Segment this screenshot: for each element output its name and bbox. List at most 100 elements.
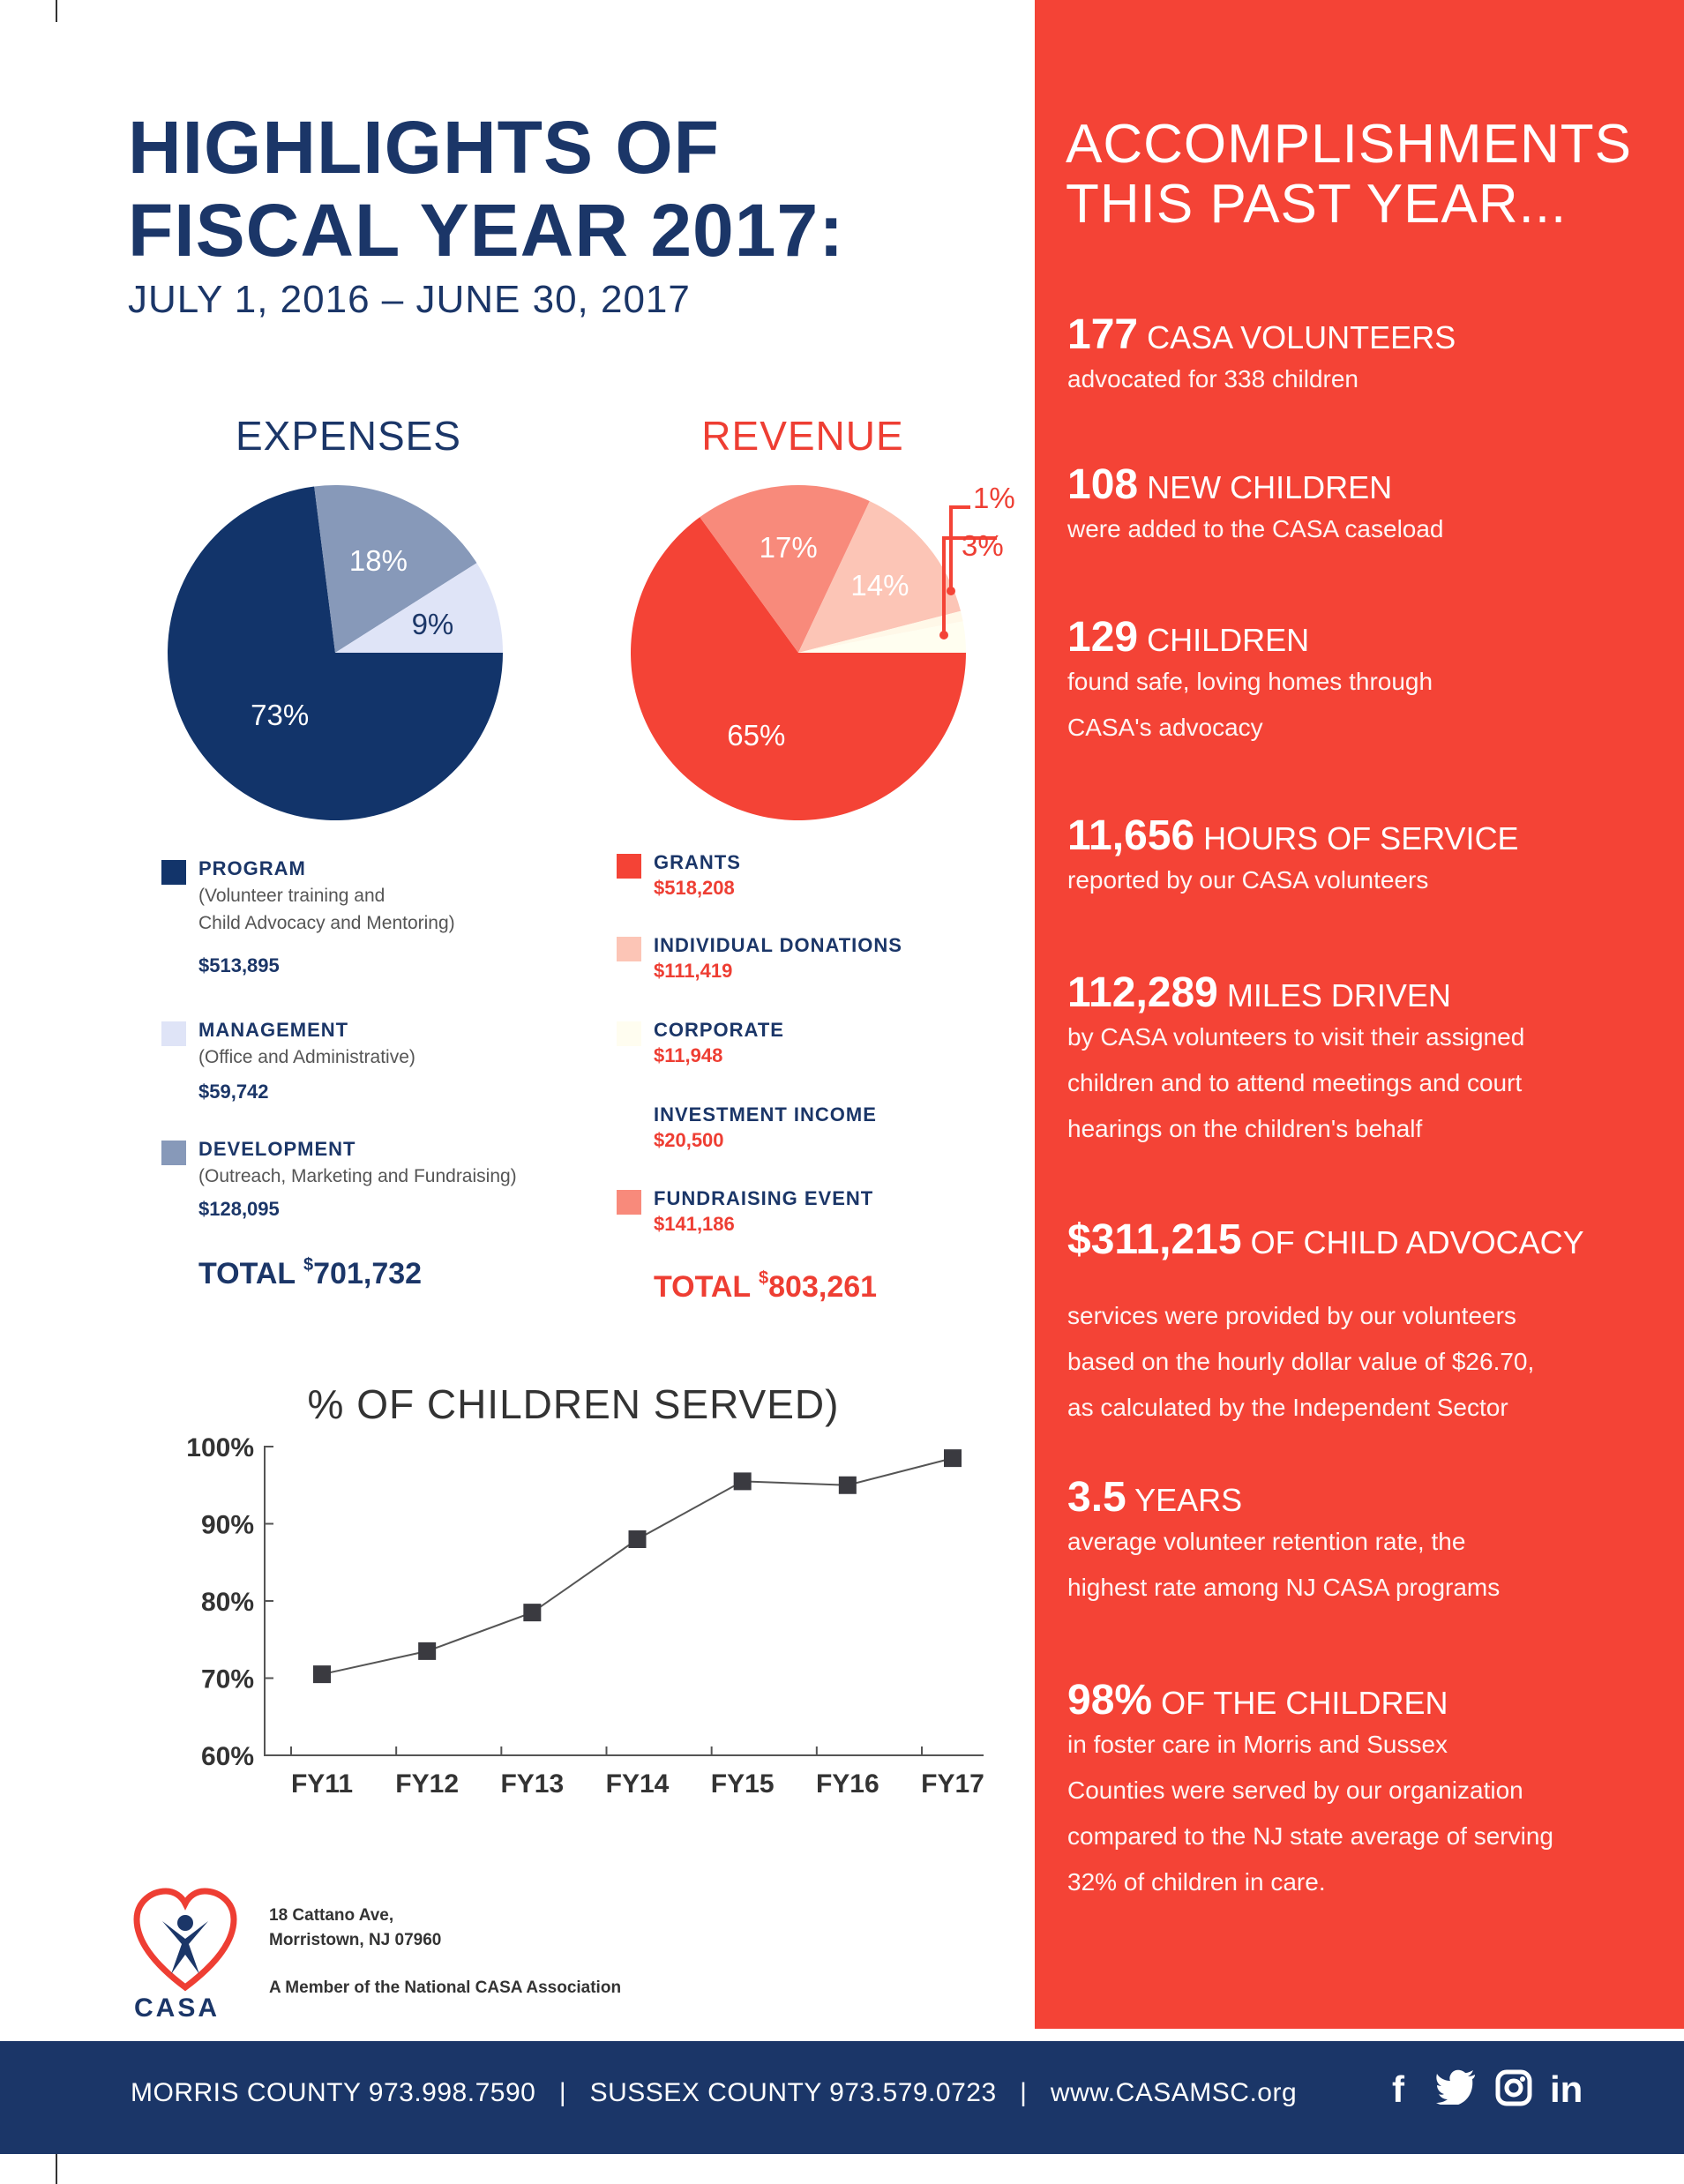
member-note: A Member of the National CASA Associatio… [269,1978,622,1997]
expenses-pie [168,485,503,820]
linkedin-icon[interactable]: in [1550,2068,1583,2110]
legend-grants-value: $518,208 [654,877,735,899]
chart-axes [264,1446,984,1756]
x-tick-label: FY11 [291,1769,353,1799]
legend-fundraising-event-label: FUNDRAISING EVENT [654,1187,874,1209]
legend-swatch-program [161,860,186,885]
legend-fundraising-event-value: $141,186 [654,1213,735,1235]
data-point-fy12 [418,1642,437,1660]
stat-description: found safe, loving homes through CASA's a… [1067,668,1433,741]
title-line-1: HIGHLIGHTS OF [128,106,720,189]
stat-description: by CASA volunteers to visit their assign… [1067,1023,1525,1142]
address-block: 18 Cattano Ave, Morristown, NJ 07960 [269,1904,441,1953]
legend-investment-income-label: INVESTMENT INCOME [654,1103,877,1126]
stat-description: services were provided by our volunteers… [1067,1302,1535,1421]
stat-description: reported by our CASA volunteers [1067,866,1429,894]
legend-corporate-value: $11,948 [654,1044,723,1066]
title-line-2: FISCAL YEAR 2017: [128,189,845,272]
legend-program-desc: (Volunteer training and Child Advocacy a… [198,886,455,933]
stat-description: advocated for 338 children [1067,365,1358,393]
pie-label-program: 73% [251,699,310,732]
revenue-pie [631,485,966,820]
page-title: HIGHLIGHTS OF FISCAL YEAR 2017: [128,106,1010,272]
revenue-total: TOTAL $803,261 [654,1268,878,1304]
data-point-fy13 [523,1604,542,1622]
data-point-fy11 [313,1665,331,1684]
expenses-title: EXPENSES [236,413,461,459]
legend-swatch-corporate [617,1021,641,1046]
casa-logo [133,1888,237,1992]
footer-contact: MORRIS COUNTY 973.998.7590 | SUSSEX COUN… [131,2078,1298,2107]
y-tick-label: 90% [201,1511,254,1540]
legend-development-desc: (Outreach, Marketing and Fundraising) [198,1166,517,1186]
stat-heading: 11,656 HOURS OF SERVICE [1067,812,1519,859]
children-served-line-chart: 60% 70% 80% 90% 100% FY11 FY12 FY13 FY14 FY15 FY16… [186,1433,984,1799]
pie-slice-corporate [798,610,963,653]
pie-label-development: 18% [348,543,408,577]
legend-development-label: DEVELOPMENT [198,1138,356,1160]
legend-corporate-label: CORPORATE [654,1019,784,1041]
y-tick-label: 80% [201,1588,254,1617]
revenue-callout-lines [939,505,997,639]
expenses-total: TOTAL $701,732 [198,1255,423,1290]
stat-heading: 112,289 MILES DRIVEN [1067,969,1451,1016]
legend-grants-label: GRANTS [654,851,741,873]
pie-label-management: 9% [411,607,454,640]
legend-management-label: MANAGEMENT [198,1019,349,1041]
legend-investment-income-value: $20,500 [654,1129,724,1151]
pie-slice-fundraising-event [700,485,870,653]
twitter-icon[interactable] [1436,2069,1477,2105]
line-chart-title: % OF CHILDREN SERVED) [307,1381,840,1427]
legend-program-value: $513,895 [198,954,280,976]
legend-management-desc: (Office and Administrative) [198,1047,415,1067]
y-tick-label: 60% [201,1742,254,1771]
pie-slice-program [168,486,503,820]
x-tick-label: FY17 [921,1769,984,1799]
footer-bar [0,2041,1684,2154]
stat-description: were added to the CASA caseload [1067,515,1444,542]
data-point-fy14 [628,1530,647,1548]
stat-heading: 98% OF THE CHILDREN [1067,1677,1448,1724]
legend-swatch-fundraising-event [617,1190,641,1215]
stat-heading: 108 NEW CHILDREN [1067,461,1393,508]
data-point-fy15 [733,1472,752,1491]
stat-heading: 3.5 YEARS [1067,1474,1243,1521]
revenue-callout-3pct: 3% [962,529,1004,562]
revenue-title: REVENUE [701,413,904,459]
legend-program-label: PROGRAM [198,857,306,879]
y-tick-label: 70% [201,1665,254,1694]
x-tick-label: FY12 [395,1769,459,1799]
revenue-callout-1pct: 1% [973,482,1015,514]
data-point-fy17 [944,1449,962,1468]
x-tick-label: FY14 [606,1769,670,1799]
series-line [321,1457,954,1676]
pie-label-individual-donations: 14% [850,568,909,602]
pie-label-grants: 65% [727,718,786,752]
facebook-icon[interactable]: f [1392,2068,1404,2110]
pie-slice-individual-donations [798,501,962,653]
instagram-icon[interactable] [1495,2069,1532,2106]
accomplishments-panel [1035,0,1684,2029]
pie-slice-management [335,563,503,653]
stat-heading: 129 CHILDREN [1067,614,1310,661]
stat-heading: $311,215 OF CHILD ADVOCACY [1067,1216,1584,1263]
pie-slice-development [314,485,477,653]
legend-swatch-development [161,1141,186,1165]
casa-logo-text: CASA [134,1993,221,2023]
stat-heading: 177 CASA VOLUNTEERS [1067,311,1456,358]
y-tick-label: 100% [186,1433,254,1462]
legend-individual-donations-value: $111,419 [654,960,733,982]
crop-mark [56,0,57,22]
x-tick-label: FY16 [816,1769,879,1799]
pie-slice-grants [631,517,966,820]
legend-management-value: $59,742 [198,1081,269,1103]
pie-slice-investment-income [798,621,966,653]
stat-description: average volunteer retention rate, the hig… [1067,1528,1501,1601]
legend-swatch-grants [617,854,641,879]
legend-swatch-individual-donations [617,937,641,961]
data-point-fy16 [838,1476,857,1494]
x-tick-label: FY13 [500,1769,564,1799]
legend-swatch-investment-income [617,1106,641,1131]
address-line-2: Morristown, NJ 07960 [269,1931,442,1949]
crop-mark [56,2143,57,2184]
